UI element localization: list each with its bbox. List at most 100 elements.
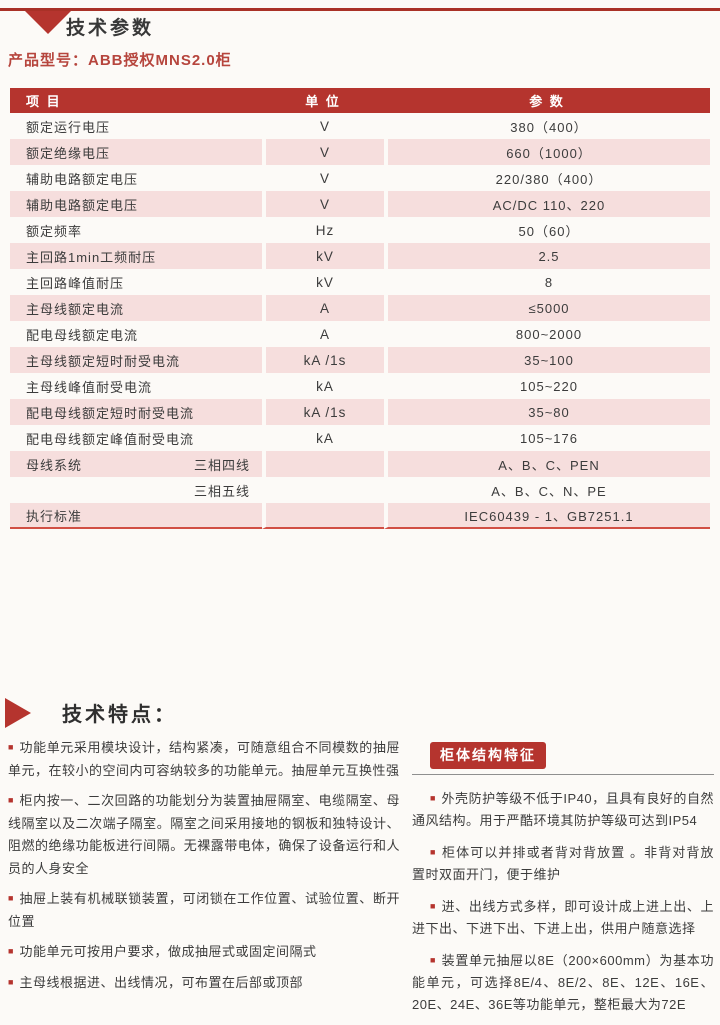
bullet-square-icon: ■ bbox=[430, 955, 436, 965]
features-left-column: ■ 功能单元采用模块设计，结构紧凑，可随意组合不同模数的抽屉单元，在较小的空间内可… bbox=[8, 736, 400, 1001]
row-unit: A bbox=[262, 321, 384, 347]
cabinet-bullet: ■ 柜体可以并排或者背对背放置 。非背对背放置时双面开门，便于维护 bbox=[412, 841, 714, 886]
table-row: 辅助电路额定电压 V AC/DC 110、220 bbox=[10, 191, 710, 217]
table-row: 三相五线 A、B、C、N、PE bbox=[10, 477, 710, 503]
row-item: 主母线额定电流 bbox=[10, 295, 262, 321]
row-unit: V bbox=[262, 139, 384, 165]
feature-text: 功能单元采用模块设计，结构紧凑，可随意组合不同模数的抽屉单元，在较小的空间内可容… bbox=[8, 740, 400, 778]
cabinet-text: 柜体可以并排或者背对背放置 。非背对背放置时双面开门，便于维护 bbox=[412, 845, 714, 882]
row-value: 50（60） bbox=[384, 217, 710, 243]
table-row: 主回路1min工频耐压 kV 2.5 bbox=[10, 243, 710, 269]
row-value: 800~2000 bbox=[384, 321, 710, 347]
column-header-param: 参 数 bbox=[384, 88, 710, 113]
row-item: 主母线额定短时耐受电流 bbox=[10, 347, 262, 373]
row-value: 2.5 bbox=[384, 243, 710, 269]
cabinet-bullet: ■ 进、出线方式多样，即可设计成上进上出、上进下出、下进下出、下进上出，供用户随意… bbox=[412, 895, 714, 940]
bullet-square-icon: ■ bbox=[8, 946, 14, 956]
triangle-right-icon bbox=[5, 698, 31, 728]
row-unit: kV bbox=[262, 269, 384, 295]
feature-text: 抽屉上装有机械联锁装置，可闭锁在工作位置、试验位置、断开位置 bbox=[8, 891, 400, 929]
row-item: 配电母线额定短时耐受电流 bbox=[10, 399, 262, 425]
row-item: 额定绝缘电压 bbox=[10, 139, 262, 165]
cabinet-text: 进、出线方式多样，即可设计成上进上出、上进下出、下进下出、下进上出，供用户随意选… bbox=[412, 899, 714, 936]
bullet-square-icon: ■ bbox=[8, 976, 14, 987]
bullet-square-icon: ■ bbox=[8, 742, 14, 752]
row-unit: A bbox=[262, 295, 384, 321]
row-item-sublabel: 三相五线 bbox=[193, 483, 250, 499]
row-item: 母线系统 三相四线 bbox=[10, 451, 262, 477]
cabinet-bullet: ■ 装置单元抽屉以8E（200×600mm）为基本功能单元，可选择8E/4、8E/… bbox=[412, 949, 714, 1016]
feature-text: 柜内按一、二次回路的功能划分为装置抽屉隔室、电缆隔室、母线隔室以及二次端子隔室。… bbox=[8, 793, 400, 876]
row-value: ≤5000 bbox=[384, 295, 710, 321]
table-row: 配电母线额定峰值耐受电流 kA 105~176 bbox=[10, 425, 710, 451]
row-unit bbox=[262, 503, 384, 529]
cabinet-text: 外壳防护等级不低于IP40，且具有良好的自然通风结构。用于严酷环境其防护等级可达… bbox=[412, 791, 714, 828]
row-item: 额定频率 bbox=[26, 223, 83, 239]
feature-bullet: ■ 主母线根据进、出线情况，可布置在后部或顶部 bbox=[8, 971, 400, 995]
bullet-square-icon: ■ bbox=[430, 847, 437, 857]
table-row: 额定频率 Hz 50（60） bbox=[10, 217, 710, 243]
row-value: IEC60439 - 1、GB7251.1 bbox=[384, 503, 710, 529]
triangle-down-icon bbox=[25, 11, 71, 34]
row-item: 辅助电路额定电压 bbox=[26, 171, 139, 187]
row-unit: V bbox=[262, 191, 384, 217]
feature-text: 功能单元可按用户要求，做成抽屉式或固定间隔式 bbox=[19, 944, 317, 959]
section-title-tech-params: 技术参数 bbox=[66, 18, 155, 39]
row-item: 执行标准 bbox=[10, 503, 262, 529]
row-unit: V bbox=[262, 113, 384, 139]
feature-bullet: ■ 功能单元采用模块设计，结构紧凑，可随意组合不同模数的抽屉单元，在较小的空间内可… bbox=[8, 736, 400, 782]
row-value: A、B、C、PEN bbox=[384, 451, 710, 477]
cabinet-title-underline bbox=[412, 774, 714, 775]
row-unit: kA /1s bbox=[262, 399, 384, 425]
row-value: 220/380（400） bbox=[384, 165, 710, 191]
table-row: 配电母线额定短时耐受电流 kA /1s 35~80 bbox=[10, 399, 710, 425]
row-unit: kA bbox=[262, 425, 384, 451]
feature-bullet: ■ 抽屉上装有机械联锁装置，可闭锁在工作位置、试验位置、断开位置 bbox=[8, 887, 400, 933]
table-row: 主母线额定电流 A ≤5000 bbox=[10, 295, 710, 321]
row-value: 380（400） bbox=[384, 113, 710, 139]
row-unit: kV bbox=[262, 243, 384, 269]
feature-bullet: ■ 功能单元可按用户要求，做成抽屉式或固定间隔式 bbox=[8, 940, 400, 964]
column-header-item: 项 目 bbox=[10, 88, 262, 113]
cabinet-structure-title-badge: 柜体结构特征 bbox=[430, 742, 546, 769]
row-unit: kA /1s bbox=[262, 347, 384, 373]
product-model-label: 产品型号：ABB授权MNS2.0柜 bbox=[8, 52, 232, 69]
feature-bullet: ■ 柜内按一、二次回路的功能划分为装置抽屉隔室、电缆隔室、母线隔室以及二次端子隔室… bbox=[8, 789, 400, 880]
row-unit: V bbox=[262, 165, 384, 191]
cabinet-text: 装置单元抽屉以8E（200×600mm）为基本功能单元，可选择8E/4、8E/2… bbox=[412, 953, 715, 1012]
row-item-label: 母线系统 bbox=[26, 457, 83, 473]
table-row: 主母线峰值耐受电流 kA 105~220 bbox=[10, 373, 710, 399]
row-item: 额定运行电压 bbox=[26, 119, 111, 135]
spec-table: 项 目 单 位 参 数 额定运行电压 V 380（400） 额定绝缘电压 V 6… bbox=[10, 88, 710, 529]
row-value: 105~220 bbox=[384, 373, 710, 399]
row-unit: kA bbox=[262, 373, 384, 399]
bullet-square-icon: ■ bbox=[8, 893, 14, 903]
row-item-sublabel: 三相四线 bbox=[193, 457, 250, 473]
feature-text: 主母线根据进、出线情况，可布置在后部或顶部 bbox=[19, 974, 303, 990]
top-divider-rule bbox=[0, 8, 720, 11]
bullet-square-icon: ■ bbox=[430, 793, 436, 803]
row-item: 主母线峰值耐受电流 bbox=[26, 379, 153, 395]
section-title-tech-features: 技术特点： bbox=[62, 704, 177, 726]
row-value: AC/DC 110、220 bbox=[384, 191, 710, 217]
table-row: 额定绝缘电压 V 660（1000） bbox=[10, 139, 710, 165]
table-row: 辅助电路额定电压 V 220/380（400） bbox=[10, 165, 710, 191]
bullet-square-icon: ■ bbox=[430, 901, 436, 911]
row-value: 8 bbox=[384, 269, 710, 295]
row-item: 配电母线额定峰值耐受电流 bbox=[26, 431, 195, 447]
row-value: 105~176 bbox=[384, 425, 710, 451]
row-item: 主回路峰值耐压 bbox=[26, 275, 125, 291]
spec-table-header-row: 项 目 单 位 参 数 bbox=[10, 88, 710, 113]
cabinet-structure-column: 柜体结构特征 ■ 外壳防护等级不低于IP40，且具有良好的自然通风结构。用于严酷环… bbox=[412, 742, 714, 1025]
table-row: 主母线额定短时耐受电流 kA /1s 35~100 bbox=[10, 347, 710, 373]
column-header-unit: 单 位 bbox=[262, 88, 384, 113]
table-row: 执行标准 IEC60439 - 1、GB7251.1 bbox=[10, 503, 710, 529]
table-row: 配电母线额定电流 A 800~2000 bbox=[10, 321, 710, 347]
table-row: 主回路峰值耐压 kV 8 bbox=[10, 269, 710, 295]
row-item: 辅助电路额定电压 bbox=[10, 191, 262, 217]
bullet-square-icon: ■ bbox=[8, 795, 14, 805]
row-unit bbox=[262, 451, 384, 477]
row-item: 配电母线额定电流 bbox=[26, 327, 139, 343]
row-value: 35~80 bbox=[384, 399, 710, 425]
cabinet-bullet: ■ 外壳防护等级不低于IP40，且具有良好的自然通风结构。用于严酷环境其防护等级可… bbox=[412, 787, 714, 832]
